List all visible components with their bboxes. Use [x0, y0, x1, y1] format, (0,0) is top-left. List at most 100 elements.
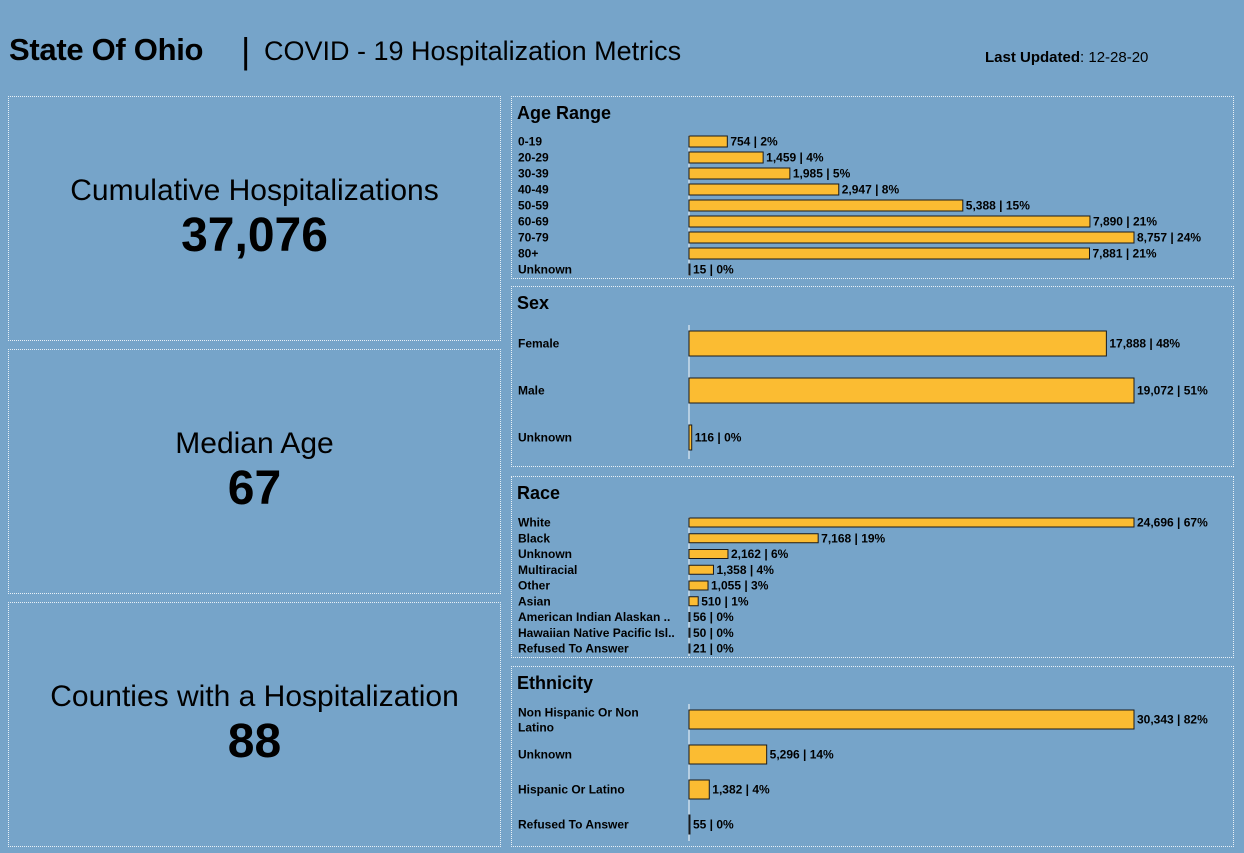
category-label: Unknown: [518, 431, 572, 445]
bar[interactable]: [688, 135, 728, 148]
category-label: Unknown: [518, 748, 572, 762]
data-label: 116 | 0%: [695, 431, 742, 445]
kpi-value: 88: [227, 714, 282, 768]
bar[interactable]: [688, 424, 693, 451]
data-label: 55 | 0%: [693, 818, 734, 832]
bar[interactable]: [688, 643, 691, 654]
bar[interactable]: [688, 814, 691, 835]
bar[interactable]: [688, 167, 791, 180]
data-label: 19,072 | 51%: [1137, 384, 1208, 398]
title-separator: |: [241, 30, 251, 71]
category-label: Female: [518, 337, 560, 351]
data-label: 17,888 | 48%: [1109, 337, 1180, 351]
data-label: 15 | 0%: [693, 263, 734, 277]
category-label: Male: [518, 384, 545, 398]
bar[interactable]: [688, 231, 1135, 244]
bar[interactable]: [688, 709, 1135, 730]
page-title: State Of Ohio: [9, 32, 204, 67]
bar[interactable]: [688, 779, 710, 800]
bar[interactable]: [688, 627, 691, 638]
category-label: 80+: [518, 247, 538, 261]
data-label: 510 | 1%: [701, 594, 749, 608]
dashboard-header: State Of Ohio | COVID - 19 Hospitalizati…: [9, 30, 1229, 74]
data-label: 30,343 | 82%: [1137, 713, 1208, 727]
category-label: Unknown: [518, 547, 572, 561]
category-label: Asian: [518, 594, 551, 608]
bar[interactable]: [688, 596, 699, 607]
category-label: Unknown: [518, 263, 572, 277]
kpi-label: Cumulative Hospitalizations: [70, 173, 439, 207]
kpi-label: Median Age: [175, 426, 334, 460]
kpi-median-age: Median Age 67: [8, 349, 501, 594]
category-label: 70-79: [518, 231, 549, 245]
category-label: Refused To Answer: [518, 642, 629, 656]
age-range-chart: 0-19 754 | 2% 20-29 1,459 | 4% 30-39 1,985 | …: [518, 135, 1201, 277]
bar[interactable]: [688, 744, 768, 765]
bar[interactable]: [688, 517, 1135, 528]
data-label: 1,459 | 4%: [766, 151, 824, 165]
chart-title: Race: [517, 483, 561, 503]
category-label: 50-59: [518, 199, 549, 213]
race-chart: White 24,696 | 67% Black 7,168 | 19% Unknown…: [518, 516, 1208, 656]
data-label: 24,696 | 67%: [1137, 516, 1208, 530]
kpi-counties-with-hospitalization: Counties with a Hospitalization 88: [8, 602, 501, 847]
bar[interactable]: [688, 564, 714, 575]
race-panel: Race White 24,696 | 67% Black 7,168 | 19% Un…: [511, 476, 1234, 658]
category-label: 40-49: [518, 183, 549, 197]
bar[interactable]: [688, 247, 1090, 260]
bar[interactable]: [688, 377, 1135, 404]
bar[interactable]: [688, 612, 691, 622]
kpi-value: 67: [227, 461, 282, 515]
category-label: Other: [518, 579, 550, 593]
bar[interactable]: [688, 580, 709, 591]
chart-title: Sex: [517, 293, 550, 313]
sex-chart: Female 17,888 | 48% Male 19,072 | 51% Unknow…: [518, 325, 1208, 459]
bar[interactable]: [688, 263, 691, 276]
data-label: 1,985 | 5%: [793, 167, 851, 181]
category-label: Black: [518, 531, 550, 545]
category-label: 60-69: [518, 215, 549, 229]
category-label: 20-29: [518, 151, 549, 165]
data-label: 1,358 | 4%: [716, 563, 774, 577]
page-subtitle: COVID - 19 Hospitalization Metrics: [264, 36, 682, 66]
chart-title: Ethnicity: [517, 673, 594, 693]
data-label: 8,757 | 24%: [1137, 231, 1201, 245]
category-label: White: [518, 516, 551, 530]
data-label: 50 | 0%: [693, 626, 734, 640]
age-range-panel: Age Range 0-19 754 | 2% 20-29 1,459 | 4% 30-…: [511, 96, 1234, 279]
category-label: Latino: [518, 721, 554, 735]
category-label: Non Hispanic Or Non: [518, 706, 639, 720]
chart-title: Age Range: [517, 103, 612, 123]
category-label: Hawaiian Native Pacific Isl..: [518, 626, 675, 640]
kpi-label: Counties with a Hospitalization: [50, 679, 459, 713]
ethnicity-panel: Ethnicity Non Hispanic Or Non Latino 30,34…: [511, 666, 1234, 847]
kpi-cumulative-hospitalizations: Cumulative Hospitalizations 37,076: [8, 96, 501, 341]
data-label: 7,890 | 21%: [1093, 215, 1157, 229]
data-label: 1,055 | 3%: [711, 579, 769, 593]
data-label: 754 | 2%: [730, 135, 778, 149]
data-label: 2,947 | 8%: [842, 183, 900, 197]
category-label: 30-39: [518, 167, 549, 181]
data-label: 2,162 | 6%: [731, 547, 789, 561]
last-updated: Last Updated: 12-28-20: [985, 49, 1148, 66]
data-label: 1,382 | 4%: [712, 783, 770, 797]
category-label: Multiracial: [518, 563, 577, 577]
bar[interactable]: [688, 199, 964, 212]
bar[interactable]: [688, 215, 1091, 228]
category-label: 0-19: [518, 135, 542, 149]
bar[interactable]: [688, 151, 764, 164]
category-label: Hispanic Or Latino: [518, 783, 625, 797]
data-label: 5,388 | 15%: [966, 199, 1030, 213]
data-label: 21 | 0%: [693, 642, 734, 656]
data-label: 56 | 0%: [693, 610, 734, 624]
bar[interactable]: [688, 549, 729, 559]
bar[interactable]: [688, 183, 840, 196]
data-label: 5,296 | 14%: [770, 748, 834, 762]
data-label: 7,168 | 19%: [821, 531, 885, 545]
category-label: American Indian Alaskan ..: [518, 610, 670, 624]
bar[interactable]: [688, 330, 1107, 357]
bar[interactable]: [688, 533, 819, 544]
kpi-value: 37,076: [181, 208, 328, 262]
last-updated-label: Last Updated: [985, 49, 1081, 66]
